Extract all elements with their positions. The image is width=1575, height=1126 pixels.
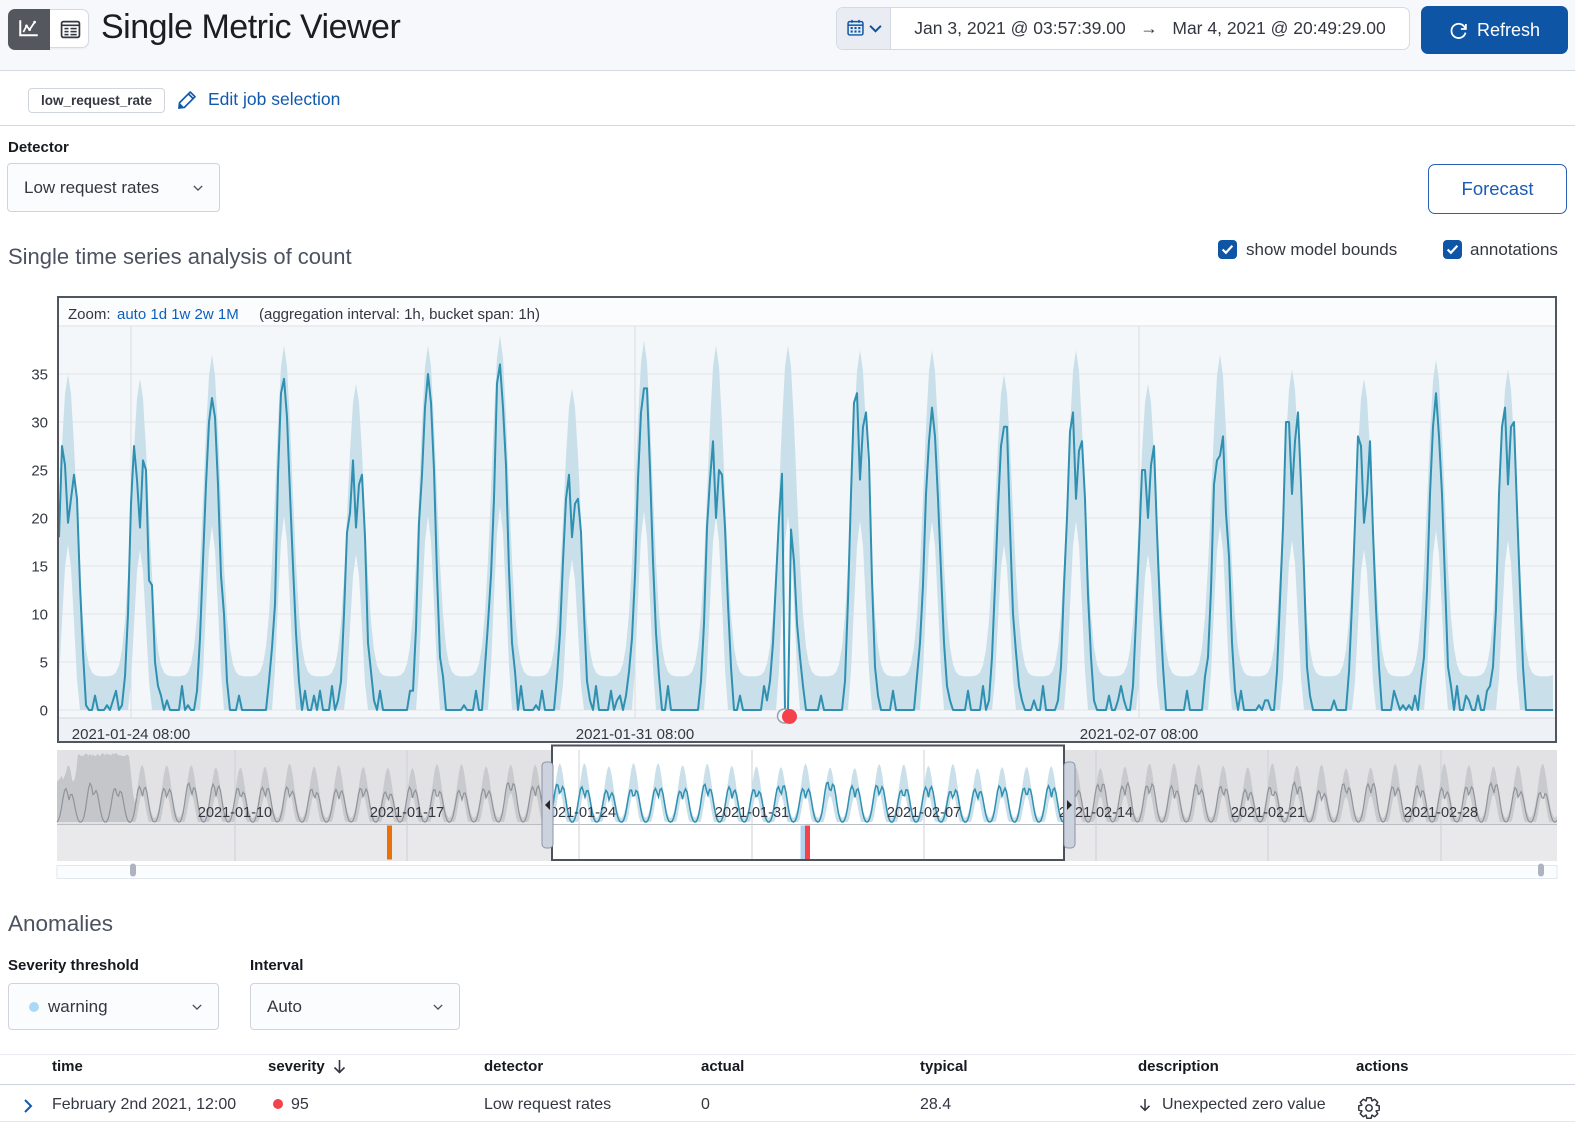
svg-text:15: 15 [31,559,48,576]
svg-text:10: 10 [31,607,48,624]
svg-text:2021-02-28: 2021-02-28 [1404,805,1478,821]
svg-text:2021-02-07: 2021-02-07 [887,805,961,821]
svg-text:2021-01-17: 2021-01-17 [370,805,444,821]
svg-text:0: 0 [40,703,48,720]
svg-text:2021-02-14: 2021-02-14 [1059,805,1133,821]
svg-text:2021-01-24 08:00: 2021-01-24 08:00 [72,726,190,743]
svg-text:30: 30 [31,415,48,432]
svg-text:20: 20 [31,511,48,528]
svg-text:Zoom:: Zoom: [68,306,111,323]
svg-text:25: 25 [31,463,48,480]
svg-text:5: 5 [40,655,48,672]
svg-text:35: 35 [31,367,48,384]
svg-text:2021-01-31: 2021-01-31 [715,805,789,821]
svg-text:2021-02-07 08:00: 2021-02-07 08:00 [1080,726,1198,743]
svg-text:2021-01-31 08:00: 2021-01-31 08:00 [576,726,694,743]
svg-text:auto 1d 1w 2w 1M: auto 1d 1w 2w 1M [117,306,239,323]
svg-text:2021-01-10: 2021-01-10 [198,805,272,821]
svg-text:2021-01-24: 2021-01-24 [542,805,616,821]
svg-text:2021-02-21: 2021-02-21 [1231,805,1305,821]
svg-text:(aggregation interval: 1h, buc: (aggregation interval: 1h, bucket span: … [259,306,540,323]
